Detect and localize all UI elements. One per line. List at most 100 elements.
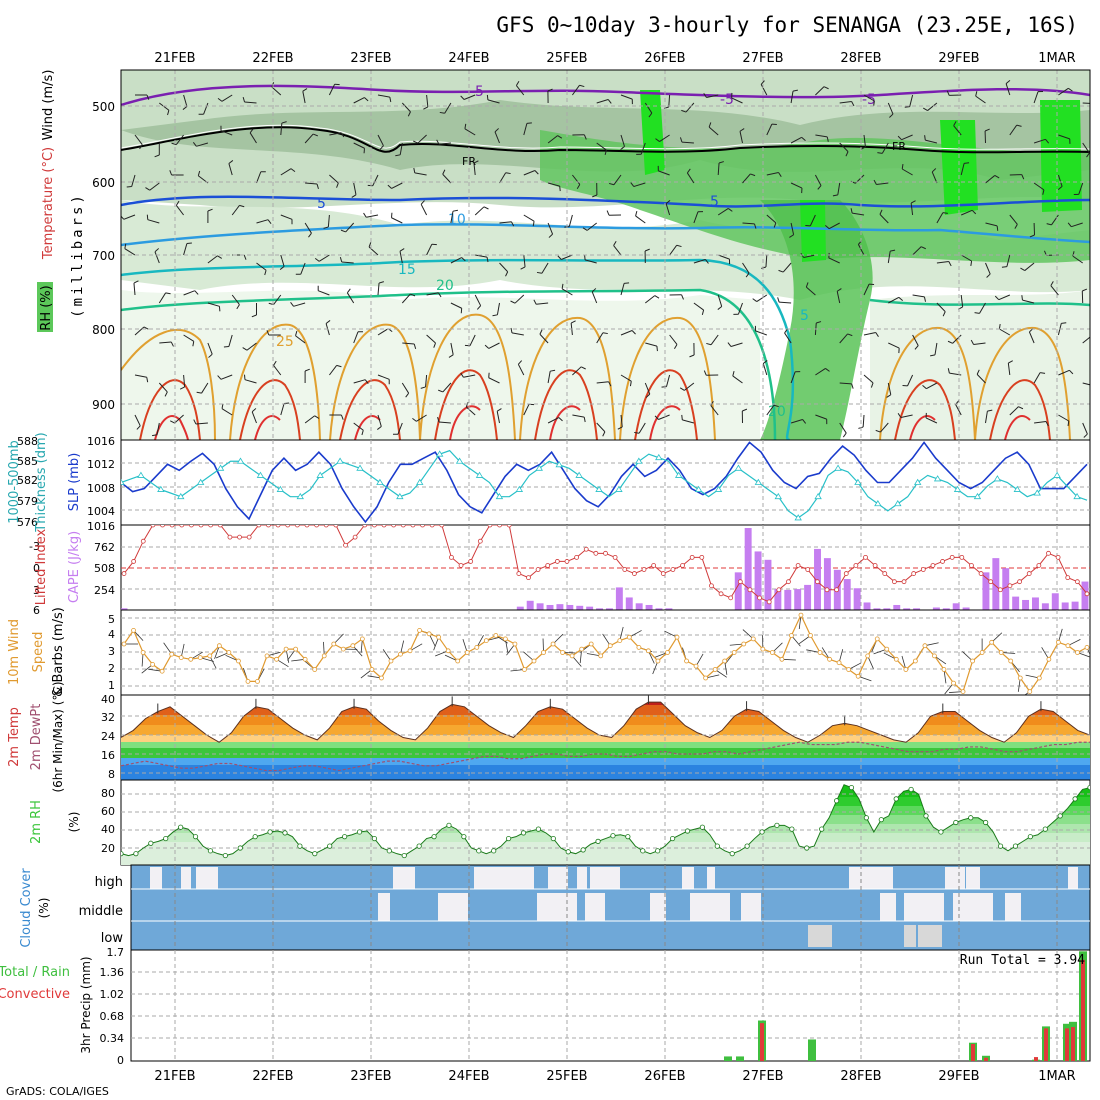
cloud-cell-high xyxy=(474,867,534,889)
wind-barb-flag xyxy=(665,200,671,204)
wind-barb xyxy=(684,382,695,391)
wind-barb xyxy=(620,374,632,382)
wind-barb xyxy=(1033,138,1046,144)
precip-label-conv: Convective xyxy=(0,987,70,1002)
wind-barb-flag xyxy=(312,133,318,137)
wind-barb xyxy=(926,382,938,390)
wind-barb-flag xyxy=(889,113,894,118)
wind-barb xyxy=(900,414,913,418)
wind-barb xyxy=(353,422,364,431)
wind-barb xyxy=(717,294,723,307)
wind-barb xyxy=(496,302,500,315)
wind-barb-flag xyxy=(460,372,464,378)
wind-barb-flag xyxy=(656,346,658,352)
wind-barb-flag xyxy=(901,163,904,170)
li-point xyxy=(131,559,137,564)
temp-ytick: 40 xyxy=(101,693,115,706)
wind-barb-flag xyxy=(239,204,245,208)
wind-barb xyxy=(123,214,136,220)
wind-barb xyxy=(207,255,218,264)
rh-point xyxy=(297,843,303,849)
wind-speed-point xyxy=(226,650,232,655)
wind-barb xyxy=(377,374,390,380)
temp-contour-20b xyxy=(869,298,1090,307)
li-point xyxy=(949,554,955,560)
rh-point xyxy=(640,848,646,854)
temp-ytick: 8 xyxy=(108,768,115,781)
li-point xyxy=(911,571,917,576)
wind-barb-flag xyxy=(308,232,312,238)
wind-barb-flag xyxy=(1021,174,1025,180)
rh-point xyxy=(505,835,512,842)
cape-bar xyxy=(992,558,1000,610)
rh-point xyxy=(968,815,974,821)
wind-speed-point xyxy=(312,667,318,672)
wind-barb xyxy=(876,182,889,185)
wind-barb xyxy=(511,332,524,336)
wind-speed-point xyxy=(636,645,642,650)
wind-barb-flag xyxy=(608,182,615,186)
wind-barb-flag xyxy=(1042,189,1045,195)
date-label-bottom: 23FEB xyxy=(350,1069,391,1084)
precip-panel: 0 0.34 0.68 1.02 1.36 1.7 Total / Rain C… xyxy=(0,946,1091,1067)
wind-speed-point xyxy=(150,662,156,667)
li-point xyxy=(150,525,156,528)
rh-point xyxy=(1012,843,1019,849)
li-point xyxy=(487,525,493,528)
cloud-cell-low xyxy=(904,925,916,947)
wind-barb xyxy=(134,134,143,145)
upper-ytick: 700 xyxy=(92,249,115,263)
wind-barb-flag xyxy=(314,257,320,262)
wind-speed-point xyxy=(350,643,356,649)
wind-barb-flag xyxy=(251,314,257,318)
wind-barb-flag xyxy=(904,106,910,108)
wind-barb xyxy=(1034,421,1047,424)
wind-barb-flag xyxy=(1045,421,1049,427)
li-point xyxy=(795,563,801,568)
rh-point xyxy=(1027,834,1033,840)
cape-bar xyxy=(873,608,881,610)
wind-barb-flag xyxy=(778,172,782,177)
wind-barb-flag xyxy=(273,360,277,366)
thickness-point xyxy=(933,475,942,482)
wind-barb-flag xyxy=(761,266,767,269)
wind-barb xyxy=(620,134,625,147)
wind-barb xyxy=(273,365,282,376)
li-point xyxy=(969,563,974,568)
wind-barb-flag xyxy=(922,107,928,111)
wind-barb-flag xyxy=(146,377,149,383)
wind-barb-flag xyxy=(1046,223,1052,226)
wind-speed-point xyxy=(932,653,937,659)
wind-speed-point xyxy=(989,639,995,645)
wind-barb xyxy=(839,333,848,344)
wind-barb-flag xyxy=(710,400,714,406)
wind-barb xyxy=(985,222,998,227)
li-point xyxy=(169,525,175,528)
rh-point xyxy=(520,830,527,836)
temp-contour-25 xyxy=(121,313,1071,440)
wind-speed-point xyxy=(1036,675,1042,681)
wind-barb xyxy=(547,182,560,187)
thickness-point xyxy=(635,457,643,464)
wind-barb-flag xyxy=(773,222,777,228)
wind-barb xyxy=(717,162,720,176)
li-point xyxy=(920,567,926,572)
wind-barb xyxy=(399,251,403,264)
wind-speed-point xyxy=(684,658,689,664)
wind-barb-flag xyxy=(460,95,465,100)
wind-barb-flag xyxy=(689,354,695,358)
wind-barb xyxy=(766,404,775,416)
wind-barb xyxy=(985,175,996,184)
wind-barb xyxy=(717,208,729,216)
thickness-point xyxy=(376,478,384,485)
date-label-top: 23FEB xyxy=(350,51,391,66)
li-point xyxy=(477,538,483,544)
rh-point xyxy=(610,833,616,839)
thickness-point xyxy=(177,492,185,500)
wind-barb xyxy=(790,136,802,144)
wind-speed-point xyxy=(569,653,575,659)
li-point xyxy=(564,559,570,564)
wind-barb xyxy=(293,302,306,307)
slp-thickness-panel: 576 579 582 585 588 1004 1008 1012 1016 … xyxy=(7,432,1091,533)
wind-barb xyxy=(256,219,269,224)
